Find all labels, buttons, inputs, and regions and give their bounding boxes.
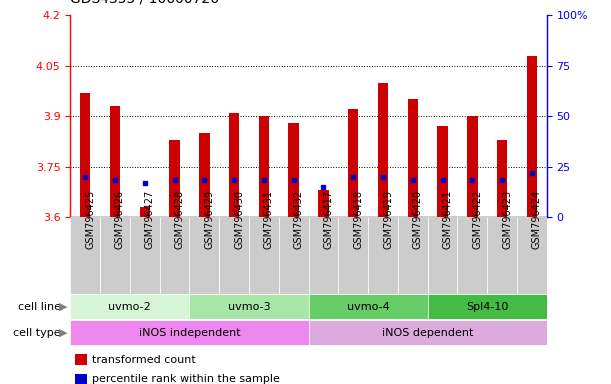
Bar	[130, 217, 159, 294]
Text: uvmo-4: uvmo-4	[347, 302, 389, 312]
Text: uvmo-3: uvmo-3	[228, 302, 270, 312]
Bar	[169, 140, 180, 217]
Bar	[437, 126, 448, 217]
Bar	[467, 116, 478, 217]
Bar	[75, 354, 87, 365]
Bar	[189, 217, 219, 294]
Bar	[279, 217, 309, 294]
Bar	[219, 217, 249, 294]
Bar	[527, 56, 537, 217]
Bar	[408, 99, 418, 217]
Bar	[159, 217, 189, 294]
Bar	[517, 217, 547, 294]
Text: GSM796427: GSM796427	[145, 190, 155, 249]
Text: GDS4355 / 10600726: GDS4355 / 10600726	[70, 0, 219, 6]
Bar	[309, 294, 428, 319]
Text: GSM796422: GSM796422	[472, 190, 482, 249]
Bar	[249, 217, 279, 294]
Text: GSM796426: GSM796426	[115, 190, 125, 249]
Text: cell type: cell type	[13, 328, 64, 338]
Bar	[80, 93, 90, 217]
Bar	[398, 217, 428, 294]
Bar	[488, 217, 517, 294]
Text: GSM796417: GSM796417	[323, 190, 334, 249]
Text: transformed count: transformed count	[92, 355, 196, 365]
Text: GSM796430: GSM796430	[234, 190, 244, 249]
Bar	[368, 217, 398, 294]
Text: GSM796421: GSM796421	[442, 190, 453, 249]
Text: iNOS dependent: iNOS dependent	[382, 328, 474, 338]
Bar	[348, 109, 359, 217]
Bar	[70, 217, 100, 294]
Text: GSM796428: GSM796428	[175, 190, 185, 249]
Bar	[458, 217, 488, 294]
Text: GSM796423: GSM796423	[502, 190, 512, 249]
Text: uvmo-2: uvmo-2	[109, 302, 151, 312]
Bar	[189, 294, 309, 319]
Text: ▶: ▶	[59, 328, 67, 338]
Bar	[70, 294, 189, 319]
Text: percentile rank within the sample: percentile rank within the sample	[92, 374, 280, 384]
Bar	[338, 217, 368, 294]
Bar	[288, 123, 299, 217]
Text: iNOS independent: iNOS independent	[139, 328, 240, 338]
Bar	[139, 207, 150, 217]
Text: ▶: ▶	[59, 302, 67, 312]
Text: cell line: cell line	[18, 302, 64, 312]
Bar	[100, 217, 130, 294]
Text: GSM796419: GSM796419	[383, 190, 393, 249]
Bar	[70, 320, 309, 346]
Text: GSM796420: GSM796420	[413, 190, 423, 249]
Text: GSM796429: GSM796429	[204, 190, 214, 249]
Bar	[258, 116, 269, 217]
Bar	[199, 133, 210, 217]
Text: GSM796432: GSM796432	[294, 190, 304, 249]
Bar	[428, 217, 458, 294]
Bar	[229, 113, 240, 217]
Bar	[309, 320, 547, 346]
Bar	[110, 106, 120, 217]
Text: GSM796431: GSM796431	[264, 190, 274, 249]
Bar	[309, 217, 338, 294]
Text: GSM796425: GSM796425	[85, 190, 95, 249]
Bar	[75, 374, 87, 384]
Bar	[428, 294, 547, 319]
Bar	[318, 190, 329, 217]
Bar	[378, 83, 388, 217]
Text: GSM796418: GSM796418	[353, 190, 363, 249]
Bar	[497, 140, 507, 217]
Text: GSM796424: GSM796424	[532, 190, 542, 249]
Text: Spl4-10: Spl4-10	[466, 302, 508, 312]
